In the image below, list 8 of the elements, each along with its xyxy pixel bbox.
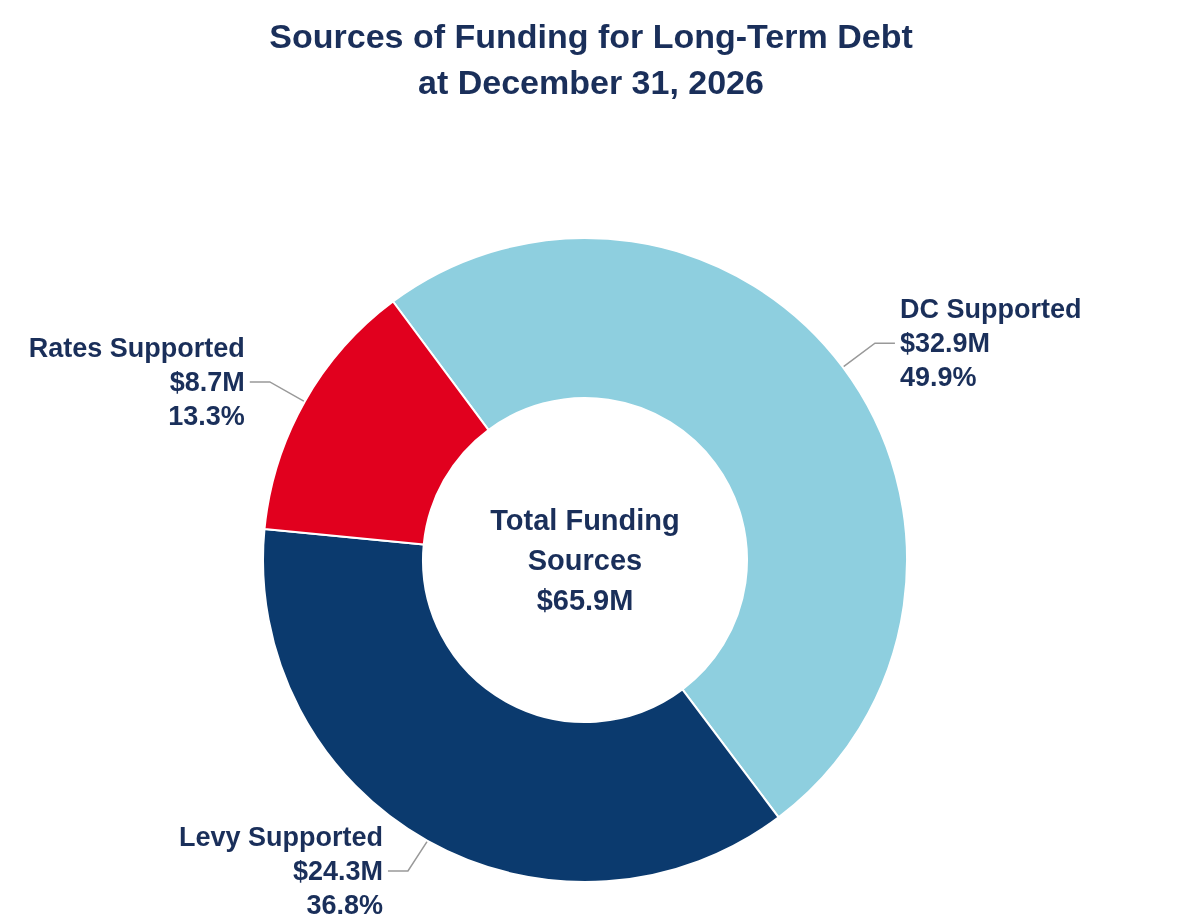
data-label: $24.3M 36.8% bbox=[292, 856, 383, 920]
slice-label: DC Supported bbox=[899, 294, 1082, 325]
data-label: $32.9M 49.9% bbox=[899, 328, 990, 393]
text: Total Funding Sources $65.9M bbox=[490, 504, 680, 616]
chart-title: Sources of Funding for Long-Term Debt at December 31, 2026 bbox=[269, 17, 913, 101]
slice-label: Levy Supported bbox=[178, 822, 383, 852]
data-label: $8.7M 13.3% bbox=[168, 366, 245, 431]
slice-label: Rates Supported bbox=[28, 332, 245, 363]
